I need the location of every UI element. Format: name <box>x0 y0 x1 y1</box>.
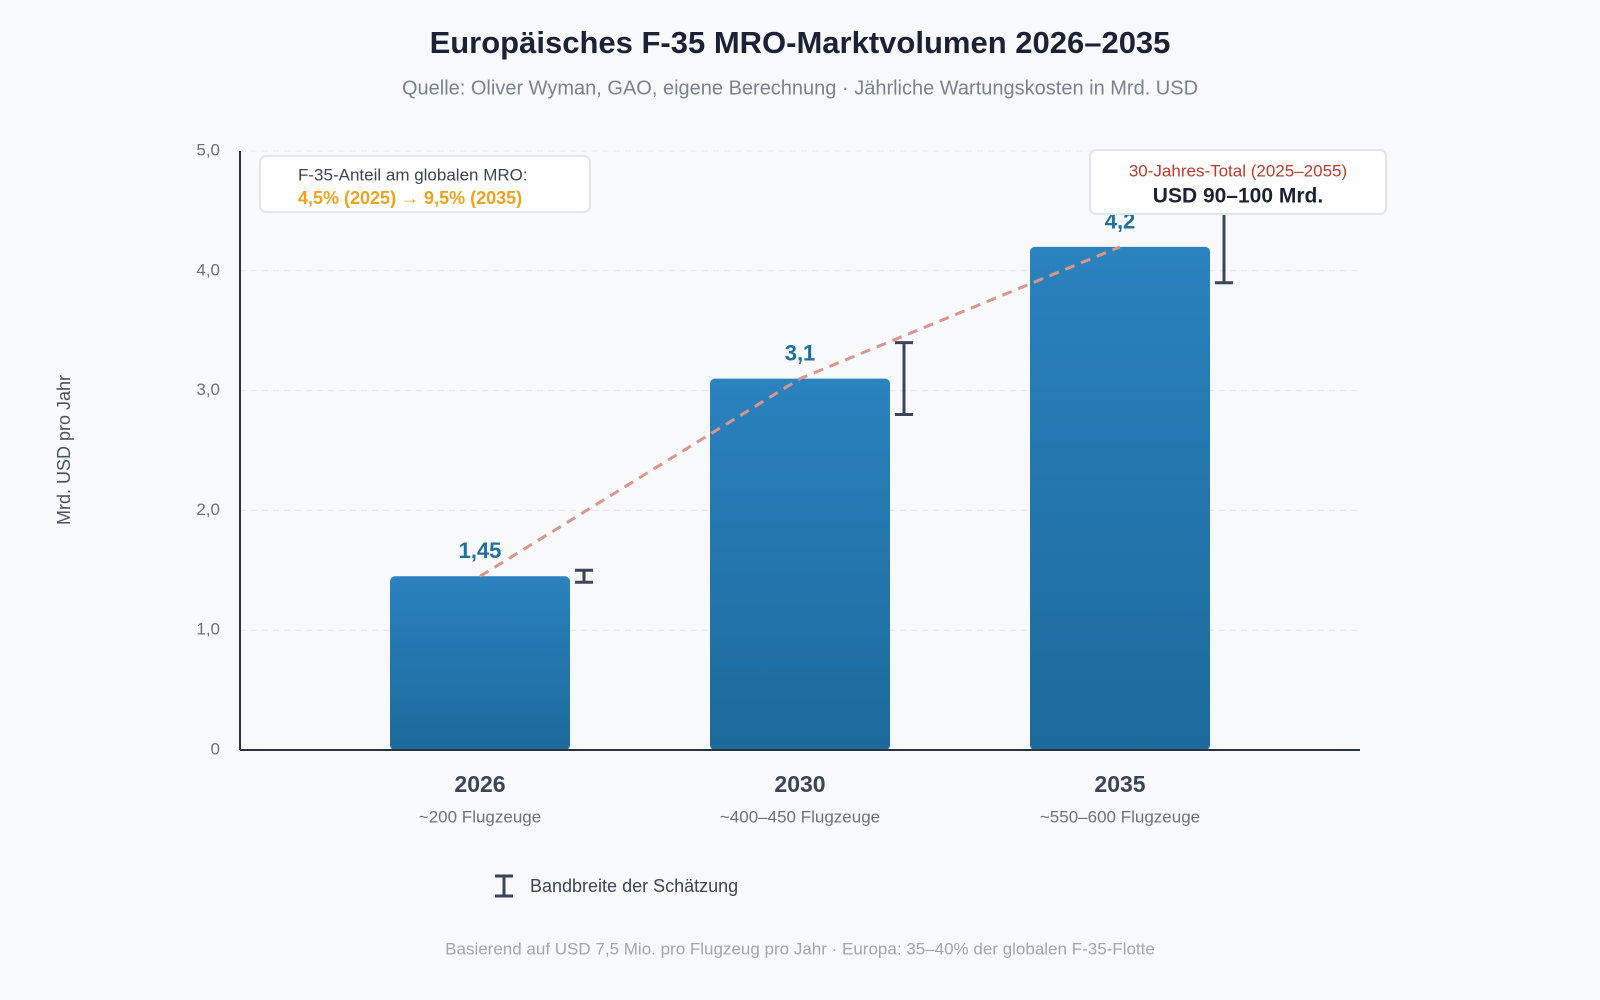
y-axis-label: Mrd. USD pro Jahr <box>54 375 74 525</box>
legend: Bandbreite der Schätzung <box>495 874 738 898</box>
legend-label: Bandbreite der Schätzung <box>530 876 738 896</box>
y-tick-label: 1,0 <box>196 620 220 639</box>
value-label: 3,1 <box>785 340 816 365</box>
share-box <box>259 155 591 213</box>
y-tick-label: 3,0 <box>196 380 220 399</box>
footnote: Basierend auf USD 7,5 Mio. pro Flugzeug … <box>445 939 1155 958</box>
share-title: F-35-Anteil am globalen MRO: <box>298 165 528 184</box>
total-box <box>1089 149 1387 215</box>
trend-line <box>479 245 1121 578</box>
bar <box>390 576 570 750</box>
chart-subtitle: Quelle: Oliver Wyman, GAO, eigene Berech… <box>402 77 1198 99</box>
error-bar <box>1215 209 1233 285</box>
chart-title: Europäisches F-35 MRO-Marktvolumen 2026–… <box>430 25 1171 60</box>
category-note: ~550–600 Flugzeuge <box>1040 807 1200 826</box>
bar <box>1030 246 1210 750</box>
y-tick-label: 0 <box>211 739 220 758</box>
plot-area: 0 1,0 2,0 3,0 4,0 5,0 2026 ~200 Flugzeuge 2030 ~4… <box>196 140 1360 826</box>
x-tick-label: 2030 <box>774 771 825 797</box>
error-bar <box>575 568 593 584</box>
x-tick-label: 2035 <box>1094 771 1145 797</box>
category-note: ~400–450 Flugzeuge <box>720 807 880 826</box>
category-note: ~200 Flugzeuge <box>419 807 541 826</box>
total-title: 30-Jahres-Total (2025–2055) <box>1129 161 1347 180</box>
error-bar <box>895 341 913 417</box>
y-tick-label: 5,0 <box>196 140 220 159</box>
value-label: 1,45 <box>459 538 502 563</box>
x-tick-label: 2026 <box>454 771 505 797</box>
y-tick-label: 4,0 <box>196 260 220 279</box>
legend-icon <box>495 874 513 898</box>
overlay: 1,453,14,2 <box>459 209 1233 584</box>
share-value: 4,5% (2025) → 9,5% (2035) <box>298 188 522 208</box>
total-value: USD 90–100 Mrd. <box>1153 185 1323 208</box>
y-tick-label: 2,0 <box>196 500 220 519</box>
bar <box>710 378 890 750</box>
